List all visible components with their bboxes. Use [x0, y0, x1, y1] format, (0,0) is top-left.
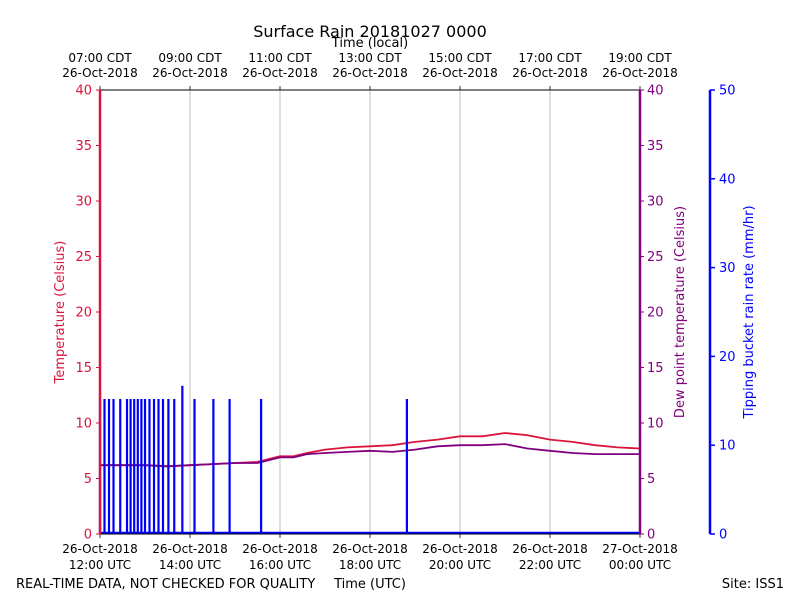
x-tick-label: 16:00 UTC — [249, 558, 311, 572]
top-axis-title: Time (local) — [331, 36, 408, 51]
x-tick-label: 26-Oct-2018 — [62, 542, 138, 556]
rain-rate-tick-label: 20 — [719, 350, 736, 365]
dewpoint-axis-label: Dew point temperature (Celsius) — [673, 206, 688, 418]
rain-rate-axis-label: Tipping bucket rain rate (mm/hr) — [742, 205, 757, 419]
rain-rate-tick-label: 40 — [719, 172, 736, 187]
temperature-tick-label: 30 — [75, 195, 92, 210]
chart-title: Surface Rain 20181027 0000 — [253, 22, 487, 41]
x-tick-label: 20:00 UTC — [429, 558, 491, 572]
x-tick-label: 26-Oct-2018 — [512, 542, 588, 556]
x-tick-label: 12:00 UTC — [69, 558, 131, 572]
grid-lines — [189, 90, 551, 534]
top-x-tick-label: 15:00 CDT — [428, 51, 492, 65]
top-x-tick-label: 11:00 CDT — [248, 51, 312, 65]
top-x-tick-label: 26-Oct-2018 — [602, 66, 678, 80]
top-x-tick-label: 07:00 CDT — [68, 51, 132, 65]
top-x-tick-label: 17:00 CDT — [518, 51, 582, 65]
dewpoint-tick-label: 35 — [647, 139, 664, 154]
dewpoint-tick-label: 40 — [647, 84, 664, 99]
temperature-tick-label: 5 — [84, 472, 92, 487]
top-x-tick-label: 09:00 CDT — [158, 51, 222, 65]
x-tick-label: 27-Oct-2018 — [602, 542, 678, 556]
temperature-tick-label: 20 — [75, 306, 92, 321]
dewpoint-tick-label: 10 — [647, 417, 664, 432]
x-tick-label: 26-Oct-2018 — [422, 542, 498, 556]
footer-site-label: Site: ISS1 — [722, 577, 784, 592]
rain-rate-tick-label: 50 — [719, 84, 736, 99]
dewpoint-tick-label: 15 — [647, 361, 664, 376]
data-series — [98, 385, 641, 535]
x-tick-label: 26-Oct-2018 — [332, 542, 408, 556]
temperature-tick-label: 35 — [75, 139, 92, 154]
x-tick-label: 22:00 UTC — [519, 558, 581, 572]
x-tick-label: 26-Oct-2018 — [242, 542, 318, 556]
top-x-tick-label: 13:00 CDT — [338, 51, 402, 65]
dewpoint-tick-label: 30 — [647, 195, 664, 210]
footer-quality-note: REAL-TIME DATA, NOT CHECKED FOR QUALITY — [16, 577, 315, 592]
top-x-tick-label: 26-Oct-2018 — [62, 66, 138, 80]
temperature-tick-label: 15 — [75, 361, 92, 376]
rain-rate-tick-label: 30 — [719, 261, 736, 276]
temperature-axis-label: Temperature (Celsius) — [53, 241, 68, 385]
x-tick-label: 14:00 UTC — [159, 558, 221, 572]
x-tick-label: 26-Oct-2018 — [152, 542, 228, 556]
rain-rate-tick-label: 10 — [719, 439, 736, 454]
x-tick-label: 00:00 UTC — [609, 558, 671, 572]
temperature-tick-label: 25 — [75, 250, 92, 265]
top-x-tick-label: 26-Oct-2018 — [512, 66, 588, 80]
top-x-tick-label: 26-Oct-2018 — [152, 66, 228, 80]
top-x-tick-label: 26-Oct-2018 — [332, 66, 408, 80]
temperature-tick-label: 40 — [75, 84, 92, 99]
x-tick-label: 18:00 UTC — [339, 558, 401, 572]
dewpoint-tick-label: 25 — [647, 250, 664, 265]
top-x-tick-label: 26-Oct-2018 — [422, 66, 498, 80]
plot-frame — [98, 89, 712, 535]
dewpoint-tick-label: 5 — [647, 472, 655, 487]
top-x-tick-label: 26-Oct-2018 — [242, 66, 318, 80]
rain-rate-tick-label: 0 — [719, 528, 727, 543]
temperature-tick-label: 10 — [75, 417, 92, 432]
top-x-tick-label: 19:00 CDT — [608, 51, 672, 65]
temperature-tick-label: 0 — [84, 528, 92, 543]
x-axis-label: Time (UTC) — [333, 577, 406, 592]
dewpoint-tick-label: 20 — [647, 306, 664, 321]
dewpoint-line — [100, 443, 640, 468]
dewpoint-tick-label: 0 — [647, 528, 655, 543]
